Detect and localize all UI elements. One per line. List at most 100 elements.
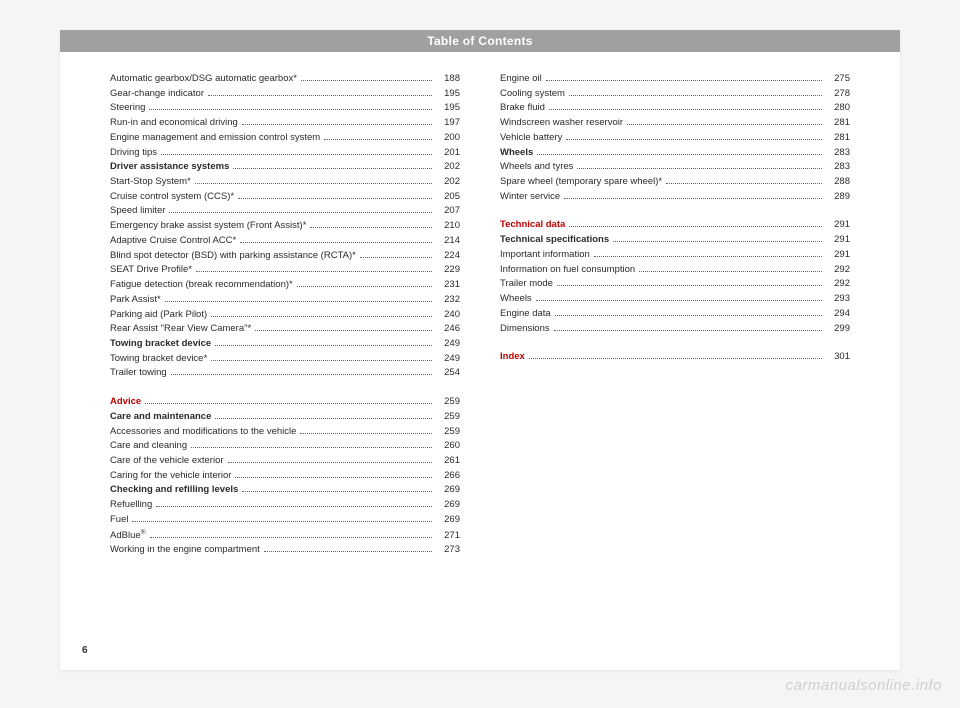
toc-label: Cruise control system (CCS)* (110, 190, 234, 205)
toc-dots (149, 109, 432, 110)
toc-page-number: 207 (436, 204, 460, 219)
toc-dots (557, 285, 822, 286)
toc-entry: Brake fluid280 (500, 101, 850, 116)
toc-dots (324, 139, 432, 140)
toc-label: Windscreen washer reservoir (500, 116, 623, 131)
toc-dots (549, 109, 822, 110)
toc-dots (228, 462, 432, 463)
toc-page-number: 249 (436, 352, 460, 367)
toc-page-number: 269 (436, 513, 460, 528)
toc-label: Adaptive Cruise Control ACC* (110, 234, 236, 249)
toc-entry: Care of the vehicle exterior261 (110, 454, 460, 469)
toc-page-number: 275 (826, 72, 850, 87)
toc-label: Caring for the vehicle interior (110, 469, 231, 484)
toc-page-number: 278 (826, 87, 850, 102)
toc-page-number: 281 (826, 116, 850, 131)
toc-entry: Trailer towing254 (110, 366, 460, 381)
toc-dots (132, 521, 432, 522)
toc-label: Engine data (500, 307, 551, 322)
toc-label: Care of the vehicle exterior (110, 454, 224, 469)
toc-content: Automatic gearbox/DSG automatic gearbox*… (60, 52, 900, 568)
toc-page-number: 293 (826, 292, 850, 307)
toc-label: Towing bracket device (110, 337, 211, 352)
toc-dots (310, 227, 432, 228)
toc-entry: Fatigue detection (break recommendation)… (110, 278, 460, 293)
toc-label: Important information (500, 248, 590, 263)
toc-page-number: 291 (826, 233, 850, 248)
toc-label: Fuel (110, 513, 128, 528)
toc-page-number: 271 (436, 529, 460, 544)
toc-page-number: 197 (436, 116, 460, 131)
toc-dots (145, 403, 432, 404)
toc-page-number: 232 (436, 293, 460, 308)
toc-dots (242, 491, 432, 492)
toc-page-number: 201 (436, 146, 460, 161)
toc-label: Towing bracket device* (110, 352, 207, 367)
toc-entry: Engine data294 (500, 307, 850, 322)
toc-entry: Start-Stop System*202 (110, 175, 460, 190)
toc-label: Care and maintenance (110, 410, 211, 425)
toc-page-number: 283 (826, 160, 850, 175)
toc-entry: Care and cleaning260 (110, 439, 460, 454)
toc-label: Blind spot detector (BSD) with parking a… (110, 249, 356, 264)
toc-entry: Speed limiter 207 (110, 204, 460, 219)
toc-label: SEAT Drive Profile* (110, 263, 192, 278)
toc-label: Driving tips (110, 146, 157, 161)
toc-entry: Adaptive Cruise Control ACC* 214 (110, 234, 460, 249)
toc-dots (529, 358, 822, 359)
toc-entry: Engine oil 275 (500, 72, 850, 87)
toc-dots (255, 330, 432, 331)
toc-label: Steering (110, 101, 145, 116)
toc-entry: Blind spot detector (BSD) with parking a… (110, 249, 460, 264)
toc-label: Speed limiter (110, 204, 165, 219)
toc-dots (264, 551, 432, 552)
toc-label: Engine oil (500, 72, 542, 87)
toc-dots (165, 301, 432, 302)
toc-entry: Windscreen washer reservoir 281 (500, 116, 850, 131)
toc-dots (566, 139, 822, 140)
toc-entry: Caring for the vehicle interior266 (110, 469, 460, 484)
toc-label: Wheels (500, 292, 532, 307)
toc-entry: Driver assistance systems202 (110, 160, 460, 175)
toc-page-number: 291 (826, 218, 850, 233)
toc-entry: Wheels 293 (500, 292, 850, 307)
toc-entry: Dimensions299 (500, 322, 850, 337)
toc-page-number: 259 (436, 395, 460, 410)
toc-entry: Automatic gearbox/DSG automatic gearbox*… (110, 72, 460, 87)
toc-dots (235, 477, 432, 478)
toc-page-number: 231 (436, 278, 460, 293)
toc-label: Parking aid (Park Pilot) (110, 308, 207, 323)
toc-label: Emergency brake assist system (Front Ass… (110, 219, 306, 234)
toc-dots (536, 300, 822, 301)
toc-dots (554, 330, 822, 331)
toc-entry: Care and maintenance259 (110, 410, 460, 425)
toc-page-number: 291 (826, 248, 850, 263)
toc-dots (546, 80, 822, 81)
toc-page-number: 292 (826, 263, 850, 278)
toc-entry: SEAT Drive Profile* 229 (110, 263, 460, 278)
toc-entry: Towing bracket device* 249 (110, 352, 460, 367)
toc-label: Checking and refilling levels (110, 483, 238, 498)
toc-page-number: 202 (436, 175, 460, 190)
toc-page-number: 229 (436, 263, 460, 278)
toc-dots (196, 271, 432, 272)
toc-column-1: Automatic gearbox/DSG automatic gearbox*… (110, 72, 460, 558)
toc-dots (666, 183, 822, 184)
toc-entry: Cruise control system (CCS)*205 (110, 190, 460, 205)
toc-dots (537, 154, 822, 155)
toc-entry: Vehicle battery281 (500, 131, 850, 146)
toc-entry: Rear Assist "Rear View Camera"*246 (110, 322, 460, 337)
toc-page-number: 292 (826, 277, 850, 292)
toc-dots (569, 95, 822, 96)
toc-dots (594, 256, 822, 257)
watermark: carmanualsonline.info (786, 677, 942, 694)
toc-label: Trailer mode (500, 277, 553, 292)
toc-page-number: 301 (826, 350, 850, 365)
toc-dots (156, 506, 432, 507)
toc-page-number: 254 (436, 366, 460, 381)
toc-label: Technical data (500, 218, 565, 233)
toc-entry: Towing bracket device249 (110, 337, 460, 352)
toc-entry: Trailer mode 292 (500, 277, 850, 292)
toc-entry: Working in the engine compartment273 (110, 543, 460, 558)
toc-page-number: 214 (436, 234, 460, 249)
